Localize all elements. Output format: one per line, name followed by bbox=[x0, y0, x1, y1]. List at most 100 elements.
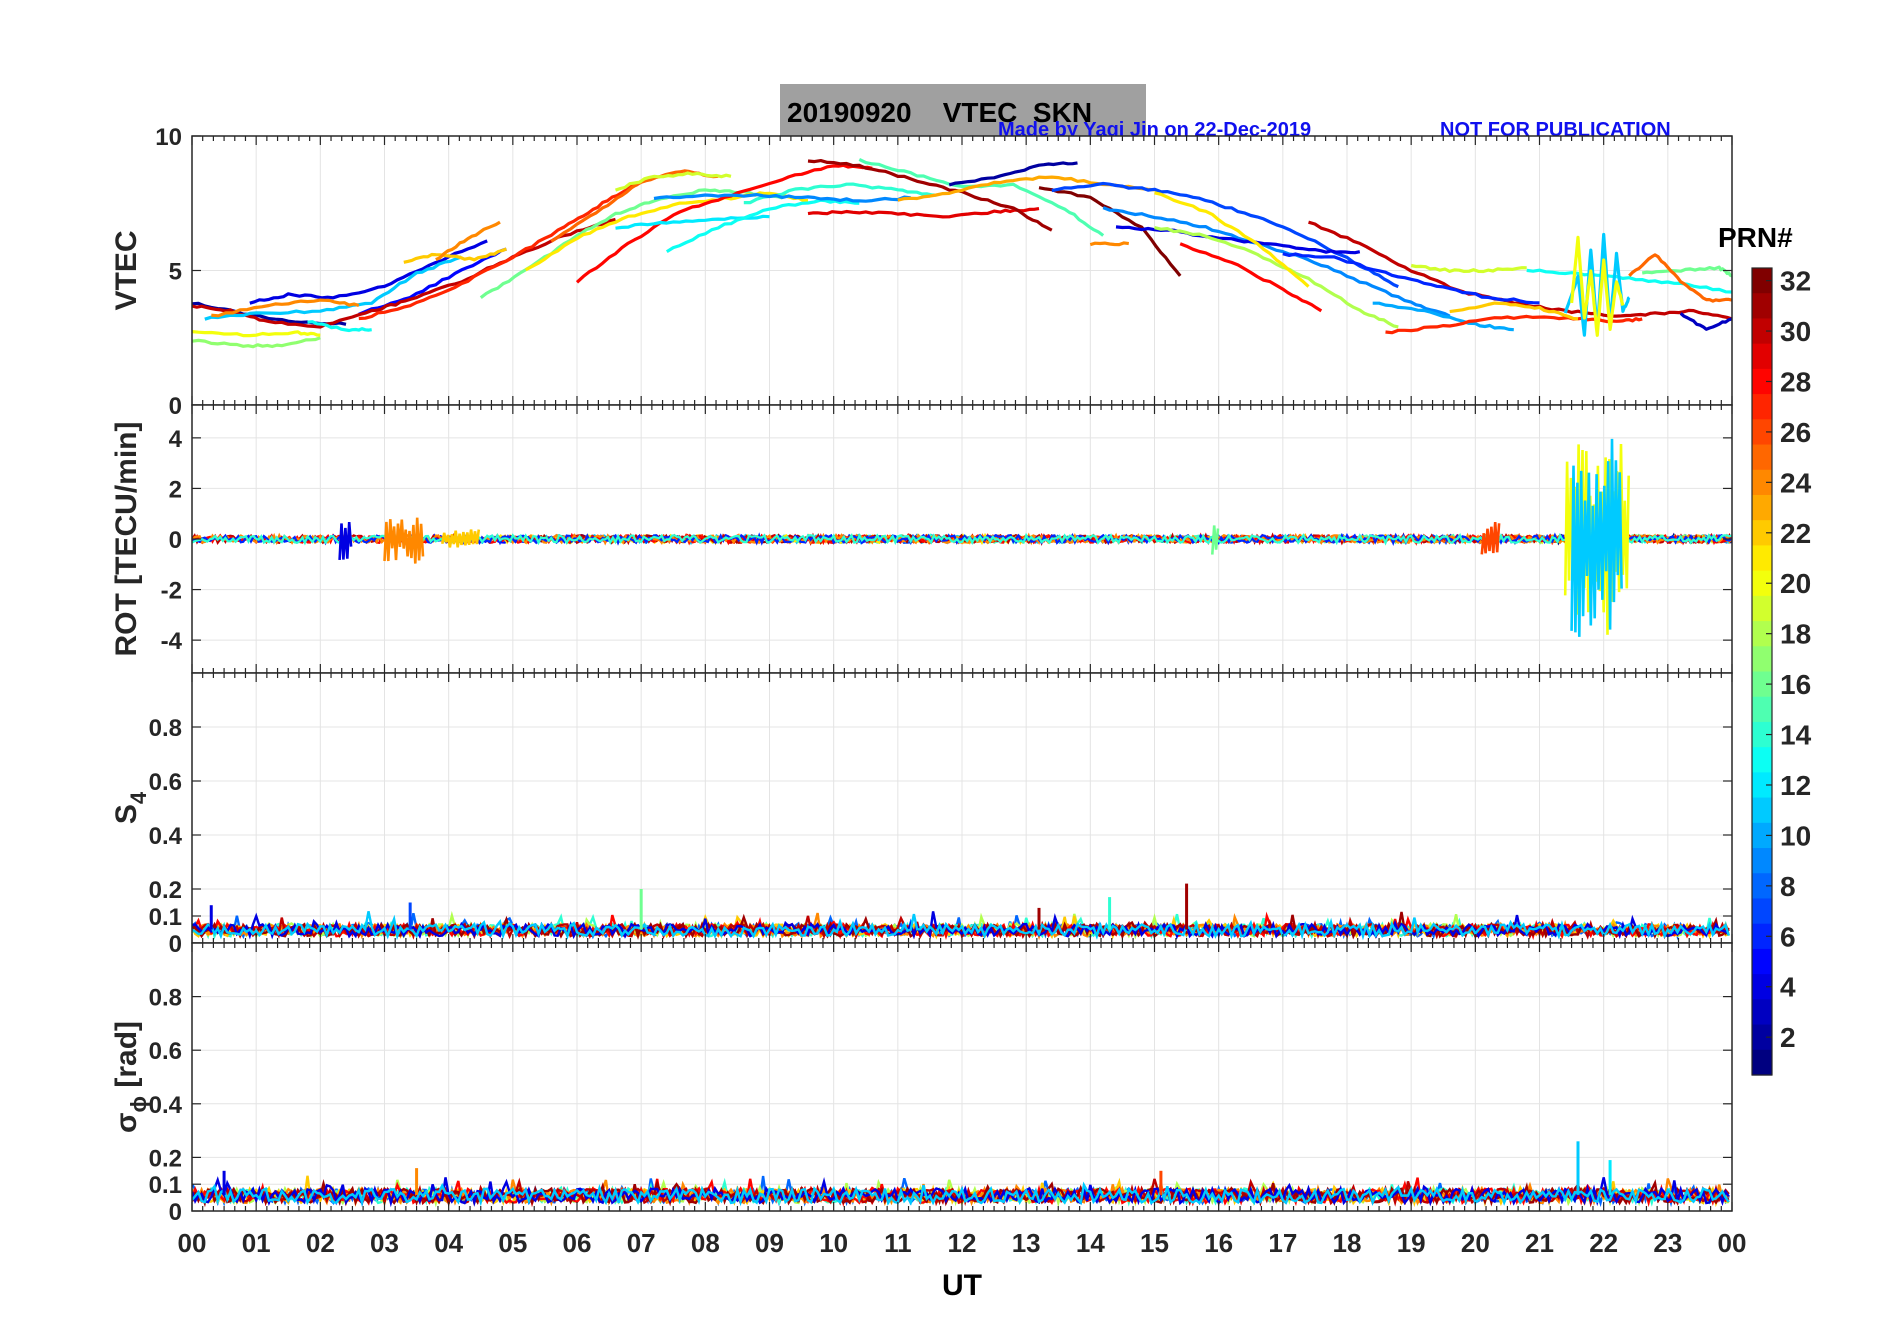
vtec-series-prn16 bbox=[1641, 265, 1732, 278]
y-tick-label: 0.1 bbox=[149, 1172, 182, 1199]
vtec-series-prn13 bbox=[1526, 268, 1732, 294]
colorbar-segment bbox=[1752, 343, 1772, 370]
colorbar-tick-label: 26 bbox=[1780, 417, 1811, 448]
x-ticks bbox=[191, 136, 1733, 405]
vtec-series-prn13 bbox=[307, 320, 372, 333]
x-tick-label: 01 bbox=[242, 1228, 271, 1258]
y-tick-label: -4 bbox=[161, 628, 183, 655]
colorbar-tick-label: 12 bbox=[1780, 770, 1811, 801]
colorbar-segment bbox=[1752, 923, 1772, 950]
vtec-series-prn13 bbox=[665, 198, 860, 254]
vtec-series-prn9 bbox=[653, 193, 911, 203]
x-tick-label: 00 bbox=[178, 1228, 207, 1258]
y-tick-label: 0.8 bbox=[149, 715, 182, 742]
colorbar-segment bbox=[1752, 621, 1772, 647]
vtec-series-prn20 bbox=[1570, 235, 1625, 337]
x-axis-label: UT bbox=[942, 1269, 982, 1302]
x-tick-label: 12 bbox=[948, 1228, 977, 1258]
y-tick-label: 0.6 bbox=[149, 769, 182, 796]
colorbar-tick-label: 14 bbox=[1780, 720, 1812, 751]
x-ticks bbox=[191, 673, 1733, 943]
s4-series-prn11 bbox=[192, 911, 1730, 941]
vtec-series-prn6 bbox=[1282, 252, 1540, 305]
y-tick-label: 0.6 bbox=[149, 1038, 182, 1065]
colorbar-frame bbox=[1751, 267, 1773, 1076]
chart-title: 20190920 VTEC SKN bbox=[787, 97, 1092, 128]
vtec-series-prn21 bbox=[524, 191, 808, 272]
colorbar-segment bbox=[1752, 848, 1772, 874]
vtec-series-prn32 bbox=[1038, 186, 1182, 277]
x-tick-label: 00 bbox=[1718, 1228, 1747, 1258]
vtec-series-prn28 bbox=[1179, 242, 1323, 313]
colorbar-segment bbox=[1752, 545, 1772, 572]
y-axis-label-rot: ROT [TECU/min] bbox=[110, 422, 143, 657]
series-layer bbox=[192, 438, 1732, 637]
vtec-series-prn27 bbox=[358, 180, 643, 321]
x-tick-label: 17 bbox=[1268, 1228, 1297, 1258]
panel-rot: -4 -2 0 2 4 ROT [TECU/min] bbox=[110, 404, 1733, 674]
sigma_phi-series-prn11 bbox=[192, 1181, 1730, 1207]
vtec-series-prn24 bbox=[435, 220, 501, 262]
rot-burst-prn16 bbox=[1211, 525, 1220, 555]
colorbar-tick-label: 18 bbox=[1780, 619, 1811, 650]
y-tick-label: 0 bbox=[169, 393, 182, 420]
colorbar-segment bbox=[1752, 368, 1772, 395]
colorbar-tick-label: 20 bbox=[1780, 568, 1811, 599]
panel-s4: 00.10.2 0.4 0.6 0.8 S4 bbox=[110, 672, 1733, 958]
rot-burst-prn11 bbox=[1570, 438, 1623, 637]
colorbar-segment bbox=[1752, 974, 1772, 1000]
vtec-series-prn19 bbox=[1410, 263, 1527, 274]
x-tick-label: 20 bbox=[1461, 1228, 1490, 1258]
x-tick-label: 15 bbox=[1140, 1228, 1169, 1258]
colorbar-tick-label: 32 bbox=[1780, 266, 1811, 297]
y-tick-label: 0.8 bbox=[149, 985, 182, 1012]
x-tick-label: 18 bbox=[1333, 1228, 1362, 1258]
colorbar-segment bbox=[1752, 444, 1772, 471]
vtec-series-prn21 bbox=[1154, 191, 1310, 288]
colorbar-segment bbox=[1752, 822, 1772, 849]
x-tick-label: 10 bbox=[819, 1228, 848, 1258]
x-tick-label: 21 bbox=[1525, 1228, 1554, 1258]
colorbar-segment bbox=[1752, 671, 1772, 698]
vtec-series-prn24 bbox=[211, 298, 360, 318]
vtec-series-prn2 bbox=[948, 161, 1078, 187]
y-tick-label: 2 bbox=[169, 476, 182, 503]
x-ticks bbox=[191, 943, 1733, 1211]
series-layer bbox=[192, 883, 1730, 941]
x-ticks bbox=[191, 405, 1733, 673]
colorbar-tick-label: 4 bbox=[1780, 972, 1796, 1003]
colorbar-segment bbox=[1752, 293, 1772, 320]
vtec-series-prn24 bbox=[1089, 241, 1130, 247]
y-tick-label: 0 bbox=[169, 931, 182, 958]
y-tick-label: 0 bbox=[169, 1199, 182, 1226]
vtec-series-prn10 bbox=[1372, 301, 1514, 332]
y-tick-label: 10 bbox=[155, 124, 182, 151]
colorbar-title: PRN# bbox=[1718, 222, 1793, 253]
colorbar-tick-label: 24 bbox=[1780, 467, 1812, 498]
colorbar-tick-label: 2 bbox=[1780, 1022, 1796, 1053]
colorbar-segment bbox=[1752, 797, 1772, 824]
vtec-series-prn19 bbox=[614, 171, 732, 192]
vtec-series-prn27 bbox=[1385, 314, 1643, 335]
x-tick-label: 07 bbox=[627, 1228, 656, 1258]
vtec-series-prn11 bbox=[204, 255, 462, 321]
y-tick-label: 0 bbox=[169, 527, 182, 554]
rot-burst-prn4 bbox=[338, 521, 353, 560]
y-axis-label-vtec: VTEC bbox=[110, 230, 143, 310]
rot-burst-prn24 bbox=[383, 517, 425, 564]
colorbar-segment bbox=[1752, 469, 1772, 496]
colorbar-segment bbox=[1752, 570, 1772, 597]
colorbar-segment bbox=[1752, 268, 1772, 294]
y-axis-label-s4: S4 bbox=[110, 791, 151, 824]
colorbar-segment bbox=[1752, 721, 1772, 748]
colorbar-tick-label: 16 bbox=[1780, 669, 1811, 700]
panel-sigma_phi: 00.10.2 0.4 0.6 0.8 σϕ [rad] bbox=[110, 942, 1733, 1226]
vtec-series-prn17 bbox=[192, 336, 321, 349]
vtec-series-prn9 bbox=[1102, 206, 1451, 318]
vtec-series-prn30 bbox=[192, 217, 616, 329]
colorbar-segment bbox=[1752, 696, 1772, 723]
x-tick-label: 19 bbox=[1397, 1228, 1426, 1258]
